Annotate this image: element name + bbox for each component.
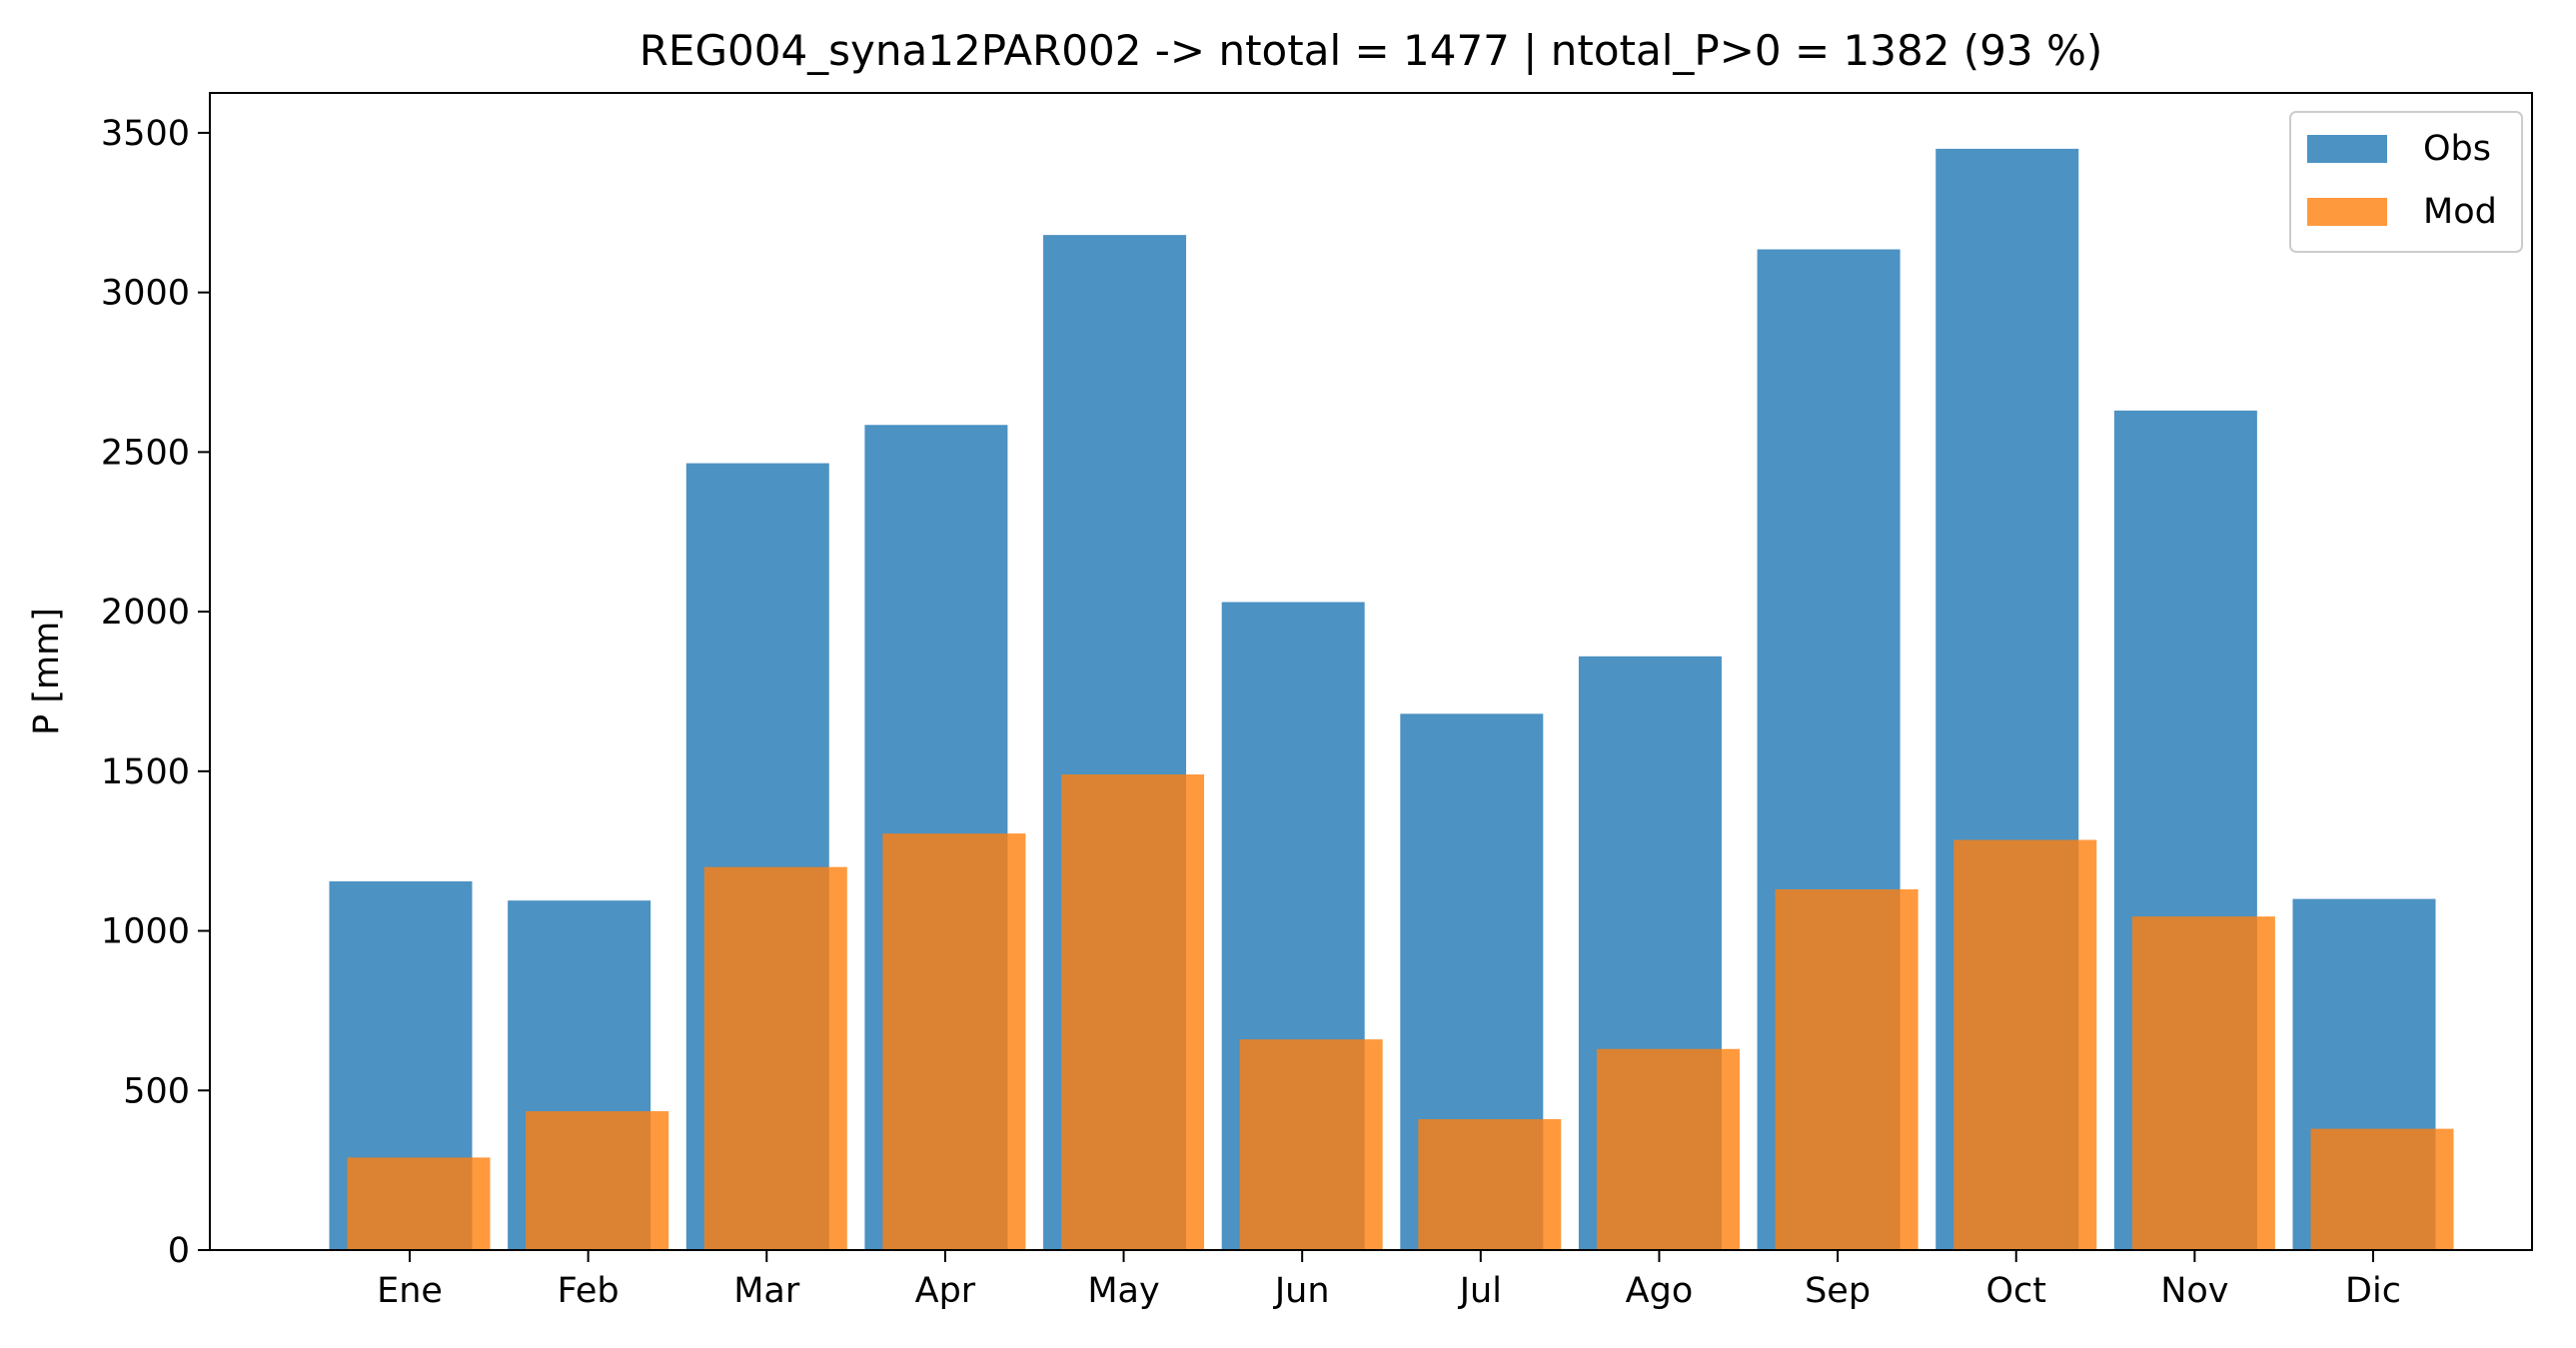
x-tick-label: Jun [1273, 1271, 1330, 1311]
x-tick-label: Sep [1805, 1271, 1871, 1311]
bar-mod-mar [703, 866, 847, 1250]
series-mod [347, 774, 2454, 1250]
x-tick-label: Oct [1985, 1271, 2046, 1311]
bar-mod-ene [347, 1157, 491, 1250]
x-tick-label: Ago [1626, 1271, 1694, 1311]
x-tick-label: Apr [915, 1271, 976, 1311]
bar-mod-oct [1953, 839, 2097, 1250]
bar-mod-jul [1418, 1119, 1562, 1250]
legend-swatch-mod [2307, 198, 2387, 226]
bar-mod-feb [526, 1111, 669, 1250]
bar-mod-jun [1239, 1039, 1383, 1250]
bar-mod-may [1061, 774, 1205, 1250]
y-tick-label: 2500 [101, 433, 190, 473]
plot-frame [209, 92, 2533, 1251]
y-axis: 0 500 1000 1500 2000 2500 3000 3500 [101, 114, 210, 1271]
bar-mod-nov [2131, 916, 2275, 1250]
y-tick-label: 1000 [101, 912, 190, 952]
bar-mod-ago [1596, 1048, 1740, 1250]
x-tick-label: Mar [733, 1271, 800, 1311]
legend-swatch-obs [2307, 135, 2387, 163]
legend-label-obs: Obs [2423, 129, 2491, 169]
y-tick-label: 1500 [101, 752, 190, 792]
bar-mod-apr [882, 833, 1026, 1250]
bar-mod-sep [1775, 889, 1919, 1250]
x-tick-label: Jul [1458, 1271, 1502, 1311]
legend: Obs Mod [2289, 111, 2523, 253]
x-tick-label: May [1087, 1271, 1159, 1311]
x-axis: Ene Feb Mar Apr May Jun Jul Ago Sep Oct Nov Dic [377, 1250, 2401, 1311]
legend-label-mod: Mod [2423, 192, 2497, 232]
y-tick-label: 2000 [101, 593, 190, 633]
y-tick-label: 3500 [101, 114, 190, 154]
bar-mod-dic [2310, 1128, 2454, 1250]
y-tick-label: 500 [123, 1071, 190, 1111]
x-tick-label: Dic [2345, 1271, 2401, 1311]
x-tick-label: Feb [558, 1271, 620, 1311]
y-tick-label: 3000 [101, 274, 190, 314]
x-tick-label: Ene [377, 1271, 443, 1311]
y-axis-label: P [mm] [27, 608, 67, 735]
y-tick-label: 0 [168, 1231, 190, 1271]
chart-title: REG004_syna12PAR002 -> ntotal = 1477 | n… [640, 26, 2103, 75]
x-tick-label: Nov [2160, 1271, 2228, 1311]
